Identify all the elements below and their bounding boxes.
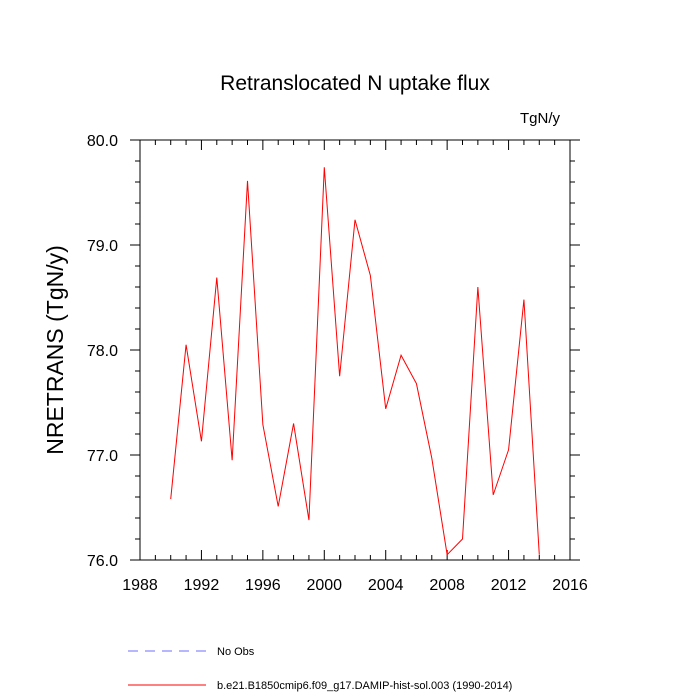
y-tick-label: 76.0 bbox=[87, 553, 118, 570]
x-tick-label: 2008 bbox=[429, 577, 465, 594]
units-label: TgN/y bbox=[520, 110, 561, 127]
legend-label: b.e21.B1850cmip6.f09_g17.DAMIP-hist-sol.… bbox=[217, 680, 512, 692]
legend: No Obs b.e21.B1850cmip6.f09_g17.DAMIP-his… bbox=[128, 646, 512, 692]
x-tick-label: 2012 bbox=[491, 577, 527, 594]
legend-label: No Obs bbox=[217, 646, 255, 658]
y-tick-label: 78.0 bbox=[87, 343, 118, 360]
x-tick-label: 2016 bbox=[552, 577, 588, 594]
x-tick-label: 2004 bbox=[368, 577, 404, 594]
x-tick-label: 1992 bbox=[184, 577, 220, 594]
x-tick-label: 1988 bbox=[122, 577, 158, 594]
x-tick-label: 2000 bbox=[306, 577, 342, 594]
series-line bbox=[170, 167, 540, 556]
y-axis-label: NRETRANS (TgN/y) bbox=[42, 245, 68, 455]
x-tick-label: 1996 bbox=[245, 577, 281, 594]
series-group bbox=[170, 167, 540, 556]
tick-labels: 1988 1992 1996 2000 2004 2008 2012 2016 76.0 77.0… bbox=[87, 133, 588, 594]
plot-frame bbox=[139, 139, 571, 561]
axis-ticks bbox=[130, 139, 580, 561]
chart-title: Retranslocated N uptake flux bbox=[220, 72, 490, 95]
y-tick-label: 80.0 bbox=[87, 133, 118, 150]
y-tick-label: 77.0 bbox=[87, 448, 118, 465]
y-tick-label: 79.0 bbox=[87, 238, 118, 255]
